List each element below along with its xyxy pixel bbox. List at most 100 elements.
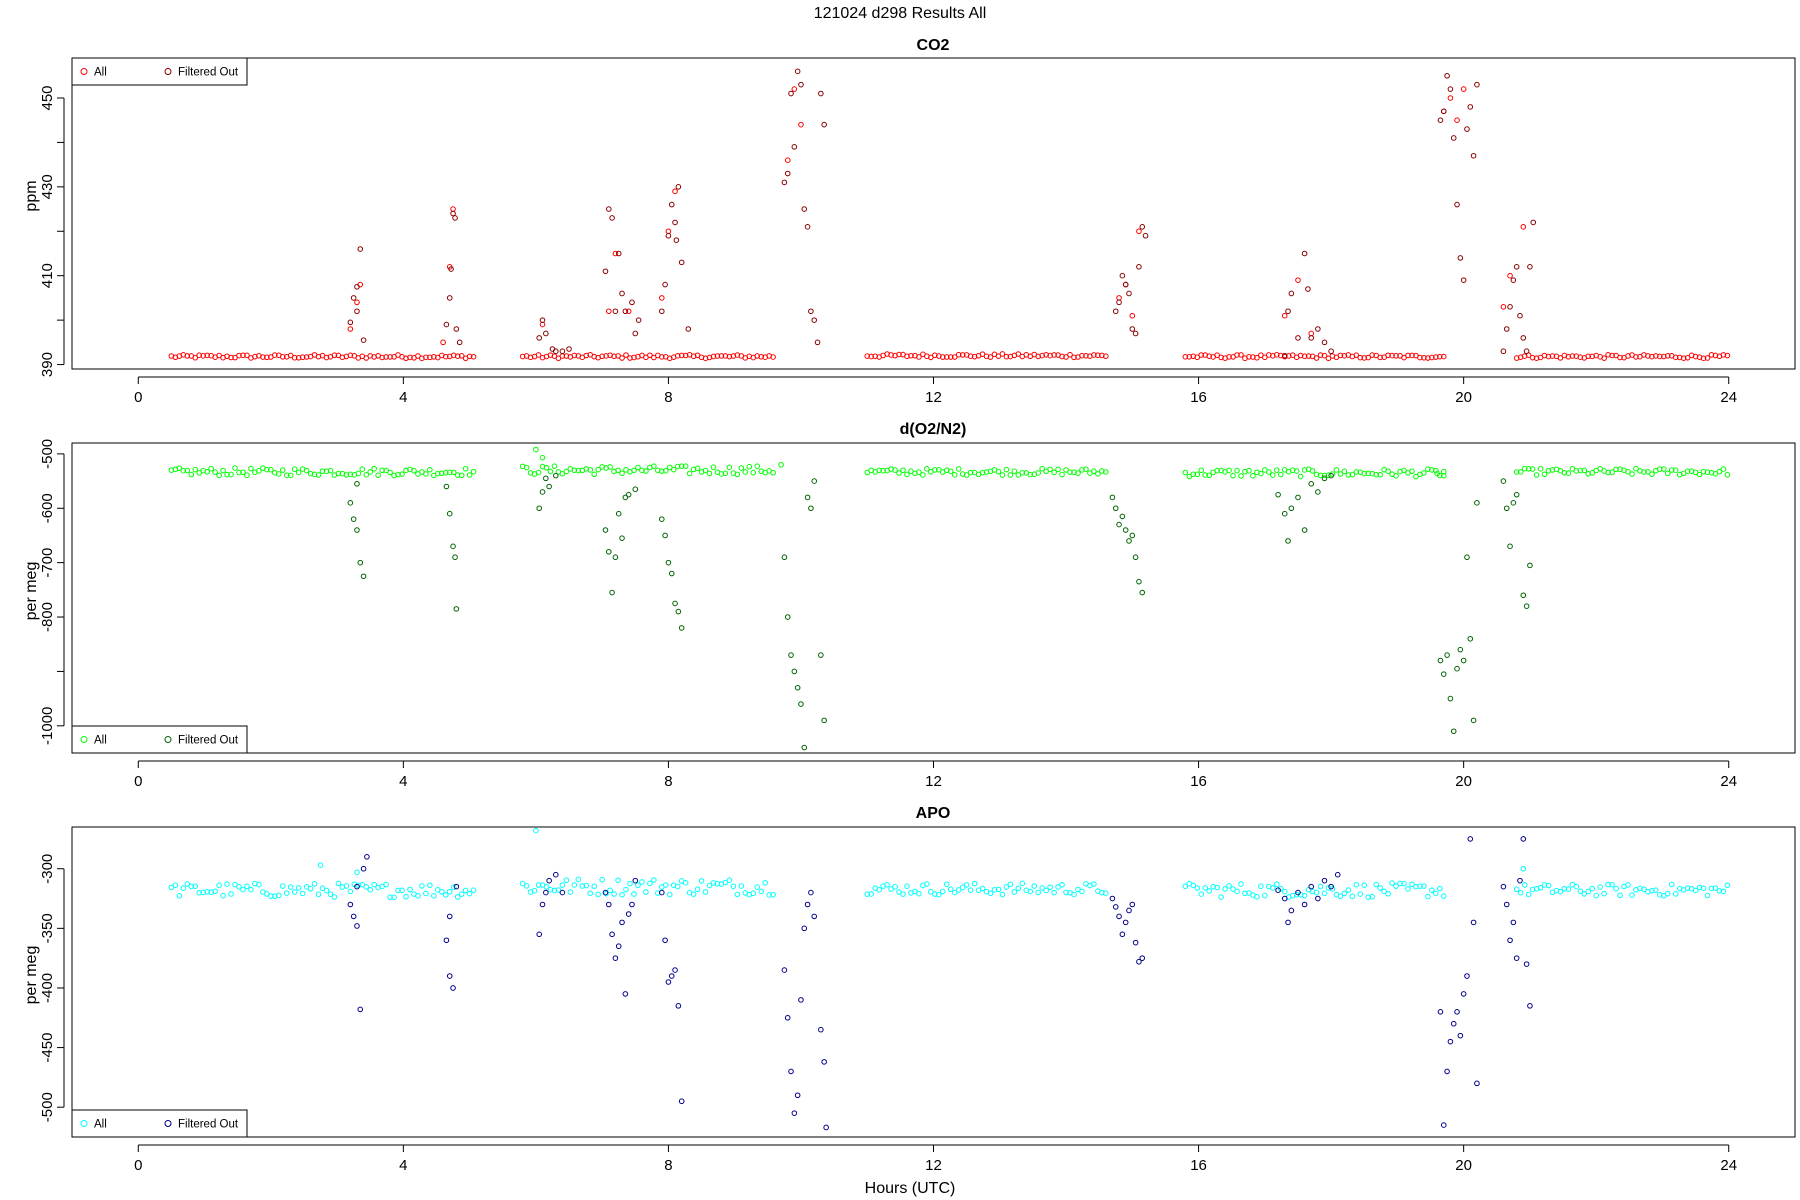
data-point — [1474, 1080, 1480, 1087]
data-point — [999, 351, 1006, 357]
data-point — [1467, 635, 1474, 642]
data-point — [1385, 468, 1391, 475]
data-point — [1529, 886, 1536, 893]
data-point — [1083, 466, 1089, 472]
series-do2n2-filtered-out — [347, 472, 1533, 751]
data-point — [1417, 883, 1423, 889]
data-point — [1357, 354, 1364, 361]
data-point — [698, 878, 705, 884]
data-point — [979, 885, 986, 892]
data-point — [575, 876, 582, 883]
data-point — [563, 877, 570, 884]
data-point — [632, 877, 639, 884]
data-point — [407, 886, 413, 893]
data-point — [1454, 201, 1460, 208]
data-point — [1043, 887, 1049, 894]
data-point — [995, 886, 1002, 893]
data-point — [1649, 353, 1655, 360]
data-point — [1533, 472, 1540, 478]
data-point — [533, 827, 539, 834]
data-point — [1613, 466, 1619, 473]
data-point — [208, 465, 214, 472]
data-point — [714, 353, 721, 359]
data-point — [1039, 352, 1045, 359]
data-point — [583, 352, 590, 359]
data-point — [1633, 354, 1639, 360]
data-point — [1027, 471, 1034, 478]
data-point — [184, 353, 191, 359]
data-point — [1334, 871, 1341, 878]
data-point — [1288, 505, 1295, 512]
data-point — [1447, 95, 1454, 101]
data-point — [1063, 354, 1069, 360]
data-point — [682, 352, 689, 359]
data-point — [971, 880, 978, 887]
data-point — [702, 467, 709, 474]
data-point — [1051, 889, 1057, 896]
data-point — [466, 890, 473, 897]
data-point — [236, 883, 242, 890]
data-point — [407, 354, 413, 361]
data-point — [714, 880, 721, 887]
data-point — [1434, 470, 1440, 477]
data-point — [1369, 352, 1375, 358]
data-point — [939, 354, 946, 360]
data-point — [1047, 466, 1053, 473]
data-point — [963, 882, 970, 888]
data-point — [623, 352, 629, 358]
data-point — [1500, 883, 1507, 890]
data-point — [1285, 353, 1292, 359]
y-tick-label: -600 — [39, 493, 56, 523]
data-point — [1609, 469, 1615, 476]
data-point — [1109, 494, 1116, 501]
data-point — [1281, 510, 1288, 517]
data-point — [678, 259, 685, 266]
data-point — [339, 354, 346, 361]
data-point — [1129, 312, 1136, 319]
data-point — [1668, 467, 1675, 473]
data-point — [900, 467, 906, 474]
data-point — [1129, 901, 1136, 908]
data-point — [762, 879, 768, 886]
data-point — [228, 354, 234, 361]
data-point — [1700, 355, 1707, 362]
data-point — [951, 889, 958, 896]
data-point — [1353, 352, 1360, 358]
data-point — [632, 486, 639, 493]
data-point — [546, 877, 552, 884]
panel-title-apo: APO — [916, 805, 951, 822]
data-point — [367, 887, 374, 893]
data-point — [726, 877, 733, 883]
x-tick-label: 12 — [925, 389, 942, 406]
data-point — [256, 468, 262, 474]
data-point — [1275, 887, 1281, 893]
data-point — [662, 937, 668, 944]
data-point — [1510, 919, 1517, 926]
data-point — [1517, 890, 1524, 896]
legend-label-filtered-out: Filtered Out — [178, 1119, 239, 1131]
data-point — [896, 470, 902, 476]
data-point — [1361, 882, 1368, 888]
data-point — [1132, 939, 1139, 946]
data-point — [357, 1006, 364, 1013]
data-point — [778, 461, 784, 468]
data-point — [766, 892, 772, 898]
data-point — [615, 467, 621, 474]
data-point — [335, 470, 342, 477]
data-point — [1139, 955, 1146, 961]
data-point — [666, 891, 673, 898]
data-point — [788, 1068, 794, 1075]
data-point — [791, 144, 798, 150]
x-tick-label: 24 — [1720, 389, 1737, 406]
data-point — [1297, 352, 1304, 359]
data-point — [355, 882, 362, 889]
data-point — [547, 886, 554, 893]
data-point — [587, 890, 594, 897]
data-point — [200, 889, 207, 896]
data-point — [718, 353, 725, 359]
data-point — [1059, 881, 1065, 888]
data-point — [188, 883, 195, 890]
data-point — [220, 467, 226, 474]
data-point — [551, 463, 558, 469]
data-point — [987, 890, 994, 897]
